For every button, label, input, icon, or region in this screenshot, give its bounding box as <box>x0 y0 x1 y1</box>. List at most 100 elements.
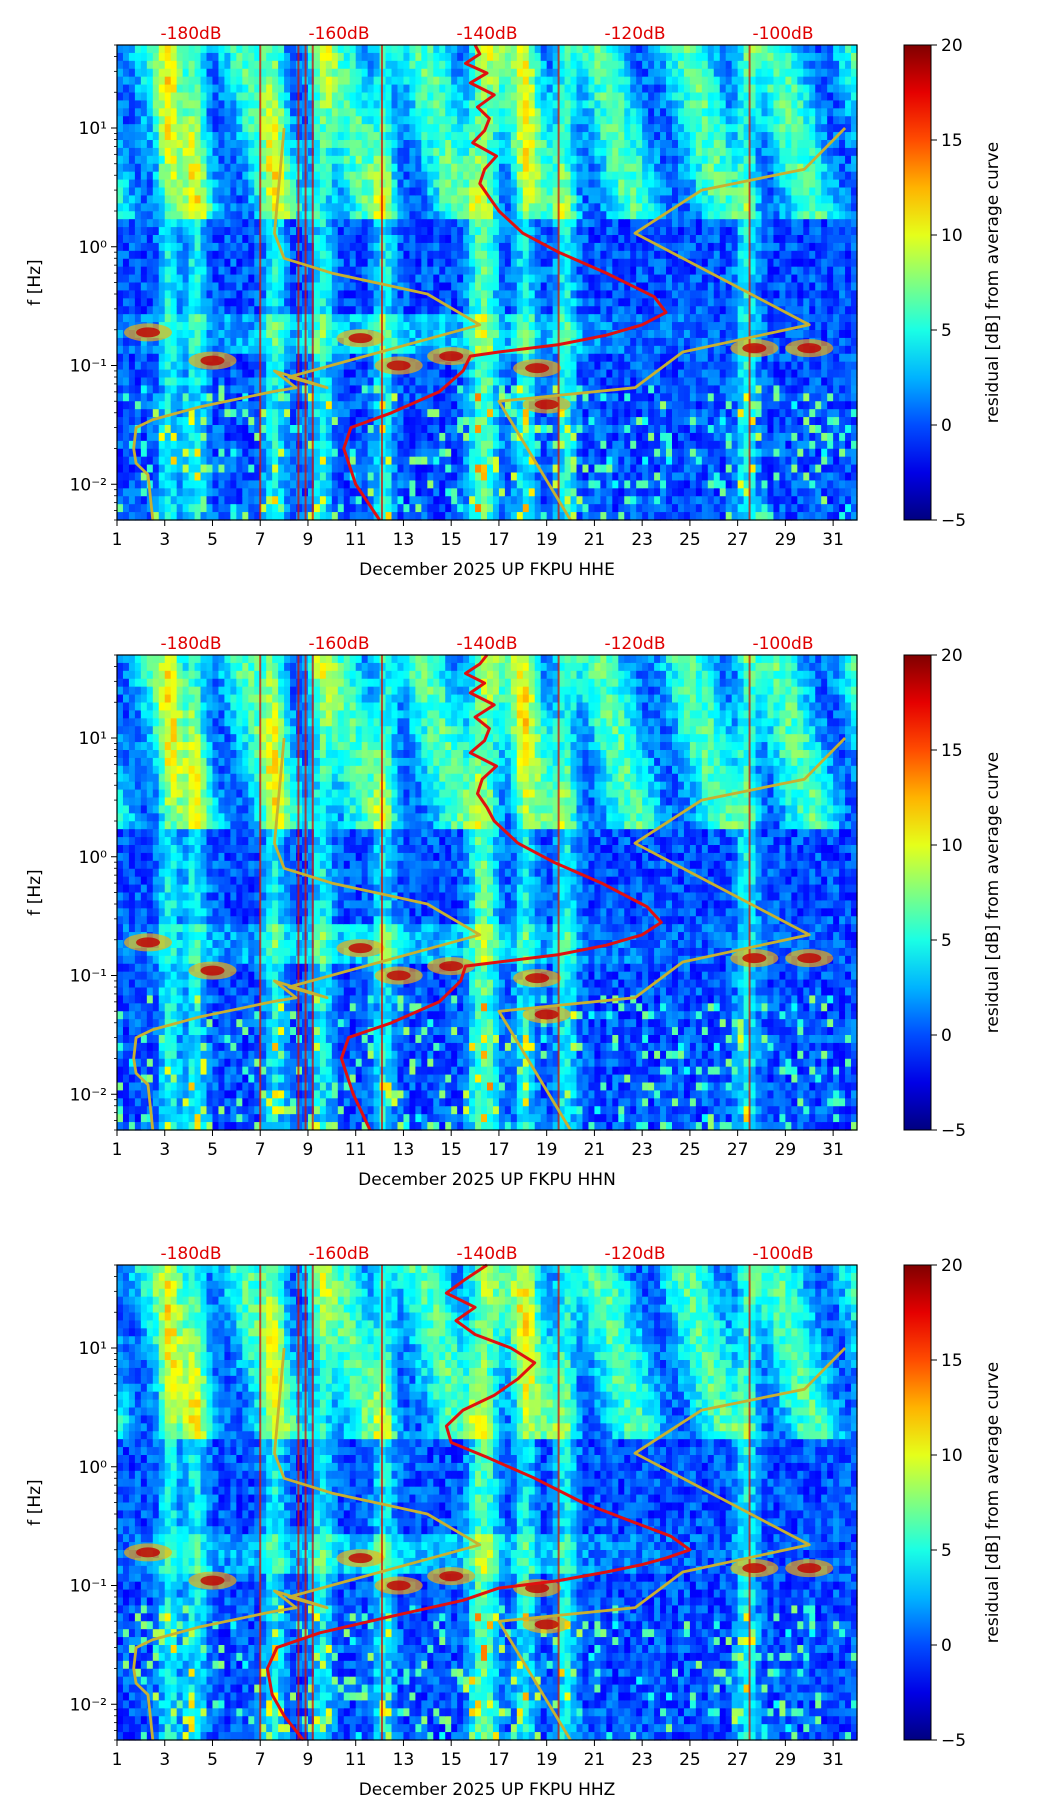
spectrogram-cell <box>373 504 381 513</box>
spectrogram-cell <box>528 425 536 434</box>
spectrogram-cell <box>564 432 572 442</box>
spectrogram-cell <box>475 124 482 133</box>
spectrogram-cell <box>230 203 237 212</box>
spectrogram-cell <box>409 409 416 418</box>
spectrogram-cell <box>278 440 285 450</box>
spectrogram-cell <box>242 171 249 181</box>
spectrogram-cell <box>594 155 601 165</box>
spectrogram-cell <box>194 385 202 394</box>
spectrogram-cell <box>439 132 446 141</box>
spectrogram-cell <box>242 432 249 442</box>
spectrogram-cell <box>218 472 226 482</box>
spectrogram-cell <box>343 163 351 173</box>
spectrogram-cell <box>272 60 279 70</box>
spectrogram-cell <box>355 480 363 489</box>
spectrogram-cell <box>266 45 273 54</box>
spectrogram-cell <box>212 266 220 276</box>
spectrogram-cell <box>421 345 428 355</box>
spectrogram-cell <box>546 195 554 204</box>
spectrogram-cell <box>194 60 202 70</box>
spectrogram-cell <box>451 219 458 228</box>
spectrogram-cell <box>158 132 166 141</box>
spectrogram-cell <box>457 179 464 189</box>
spectrogram-cell <box>313 353 321 363</box>
spectrogram-cell <box>457 140 464 149</box>
spectrogram-cell <box>284 282 291 292</box>
spectrogram-cell <box>385 504 393 513</box>
spectrogram-cell <box>182 282 190 292</box>
spectrogram-cell <box>534 76 542 86</box>
spectrogram-cell <box>188 401 196 410</box>
spectrogram-cell <box>224 496 231 505</box>
spectrogram-cell <box>522 108 530 117</box>
spectrogram-cell <box>158 472 166 482</box>
spectrogram-cell <box>534 132 542 141</box>
spectrogram-cell <box>319 337 327 347</box>
spectrogram-cell <box>200 504 208 513</box>
spectrogram-cell <box>176 377 184 387</box>
spectrogram-cell <box>319 456 327 466</box>
spectrogram-cell <box>516 60 524 70</box>
spectrogram-cell <box>337 219 345 228</box>
spectrogram-cell <box>534 448 542 458</box>
spectrogram-cell <box>319 440 327 450</box>
spectrogram-cell <box>463 464 470 474</box>
spectrogram-cell <box>481 353 488 363</box>
spectrogram-cell <box>284 464 291 474</box>
spectrogram-cell <box>206 377 214 387</box>
spectrogram-cell <box>248 480 255 489</box>
spectrogram-cell <box>391 52 399 62</box>
spectrogram-cell <box>230 496 237 505</box>
spectrogram-cell <box>469 100 476 109</box>
spectrogram-cell <box>176 92 184 102</box>
spectrogram-cell <box>176 448 184 458</box>
spectrogram-cell <box>415 68 422 78</box>
spectrogram-cell <box>248 45 255 54</box>
spectrogram-cell <box>552 425 560 434</box>
spectrogram-cell <box>128 219 136 228</box>
spectrogram-cell <box>176 322 184 331</box>
spectrogram-cell <box>319 480 327 489</box>
spectrogram-cell <box>516 385 524 394</box>
spectrogram-cell <box>481 448 488 458</box>
spectrogram-cell <box>558 480 566 489</box>
spectrogram-cell <box>212 108 220 117</box>
spectrogram-cell <box>600 179 607 189</box>
spectrogram-cell <box>391 464 399 474</box>
spectrogram-cell <box>260 464 267 474</box>
spectrogram-cell <box>367 155 375 165</box>
spectrogram-cell <box>236 140 243 149</box>
spectrogram-cell <box>534 322 542 331</box>
spectrogram-cell <box>284 456 291 466</box>
spectrogram-cell <box>516 448 524 458</box>
spectrogram-cell <box>427 274 434 284</box>
spectrogram-cell <box>218 496 226 505</box>
spectrogram-cell <box>224 52 231 62</box>
spectrogram-cell <box>588 440 596 450</box>
spectrogram-cell <box>415 440 422 450</box>
spectrogram-cell <box>307 68 315 78</box>
spectrogram-cell <box>152 242 160 252</box>
spectrogram-cell <box>427 369 434 379</box>
spectrogram-cell <box>469 92 476 102</box>
spectrogram-cell <box>128 274 136 284</box>
spectrogram-cell <box>158 345 166 355</box>
spectrogram-cell <box>576 385 584 394</box>
spectrogram-cell <box>117 385 124 394</box>
spectrogram-cell <box>284 290 291 299</box>
spectrogram-cell <box>600 456 607 466</box>
spectrogram-cell <box>230 425 237 434</box>
spectrogram-cell <box>481 266 488 276</box>
spectrogram-cell <box>463 235 470 244</box>
spectrogram-cell <box>510 163 518 173</box>
spectrogram-cell <box>224 330 231 339</box>
spectrogram-cell <box>307 425 315 434</box>
spectrogram-cell <box>510 179 518 189</box>
spectrogram-cell <box>469 464 476 474</box>
spectrogram-cell <box>337 68 345 78</box>
spectrogram-cell <box>522 512 530 521</box>
spectrogram-cell <box>427 45 434 54</box>
spectrogram-cell <box>200 345 208 355</box>
spectrogram-cell <box>504 409 512 418</box>
spectrogram-cell <box>445 92 452 102</box>
